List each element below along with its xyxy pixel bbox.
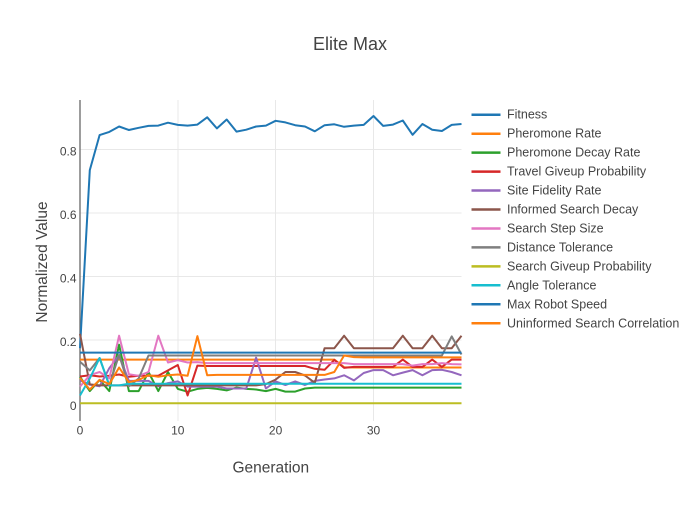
svg-text:0.4: 0.4 <box>60 272 77 286</box>
svg-text:Angle Tolerance: Angle Tolerance <box>507 278 596 292</box>
svg-text:0: 0 <box>77 424 84 438</box>
svg-text:Elite Max: Elite Max <box>313 34 387 54</box>
svg-text:0.2: 0.2 <box>60 335 77 349</box>
svg-text:0: 0 <box>70 399 77 413</box>
svg-text:Generation: Generation <box>232 460 309 477</box>
svg-text:Travel Giveup Probability: Travel Giveup Probability <box>507 165 647 179</box>
svg-text:Site Fidelity Rate: Site Fidelity Rate <box>507 184 602 198</box>
svg-text:0.6: 0.6 <box>60 208 77 222</box>
svg-text:Search Giveup Probability: Search Giveup Probability <box>507 259 652 273</box>
svg-text:0.8: 0.8 <box>60 144 77 158</box>
svg-text:Pheromone Rate: Pheromone Rate <box>507 127 602 141</box>
svg-text:Search Step Size: Search Step Size <box>507 222 604 236</box>
svg-text:Pheromone Decay Rate: Pheromone Decay Rate <box>507 146 640 160</box>
svg-text:20: 20 <box>269 424 283 438</box>
svg-text:Fitness: Fitness <box>507 108 547 122</box>
svg-text:Max Robot Speed: Max Robot Speed <box>507 297 607 311</box>
svg-text:Distance Tolerance: Distance Tolerance <box>507 240 613 254</box>
svg-text:10: 10 <box>171 424 185 438</box>
svg-text:Uninformed Search Correlation: Uninformed Search Correlation <box>507 316 679 330</box>
svg-text:Informed Search Decay: Informed Search Decay <box>507 203 639 217</box>
svg-text:30: 30 <box>367 424 381 438</box>
svg-text:Normalized Value: Normalized Value <box>34 201 51 322</box>
